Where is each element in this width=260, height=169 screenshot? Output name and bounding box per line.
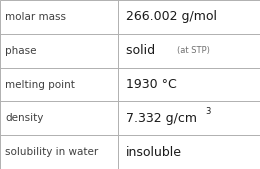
- Text: density: density: [5, 113, 44, 123]
- Text: phase: phase: [5, 46, 37, 56]
- Text: (at STP): (at STP): [177, 46, 210, 55]
- Text: 3: 3: [205, 107, 211, 116]
- Text: 266.002 g/mol: 266.002 g/mol: [126, 10, 217, 23]
- Text: 7.332 g/cm: 7.332 g/cm: [126, 112, 197, 125]
- Text: melting point: melting point: [5, 79, 75, 90]
- Text: molar mass: molar mass: [5, 12, 66, 22]
- Text: 1930 °C: 1930 °C: [126, 78, 177, 91]
- Text: insoluble: insoluble: [126, 146, 182, 159]
- Text: solid: solid: [126, 44, 163, 57]
- Text: solubility in water: solubility in water: [5, 147, 99, 157]
